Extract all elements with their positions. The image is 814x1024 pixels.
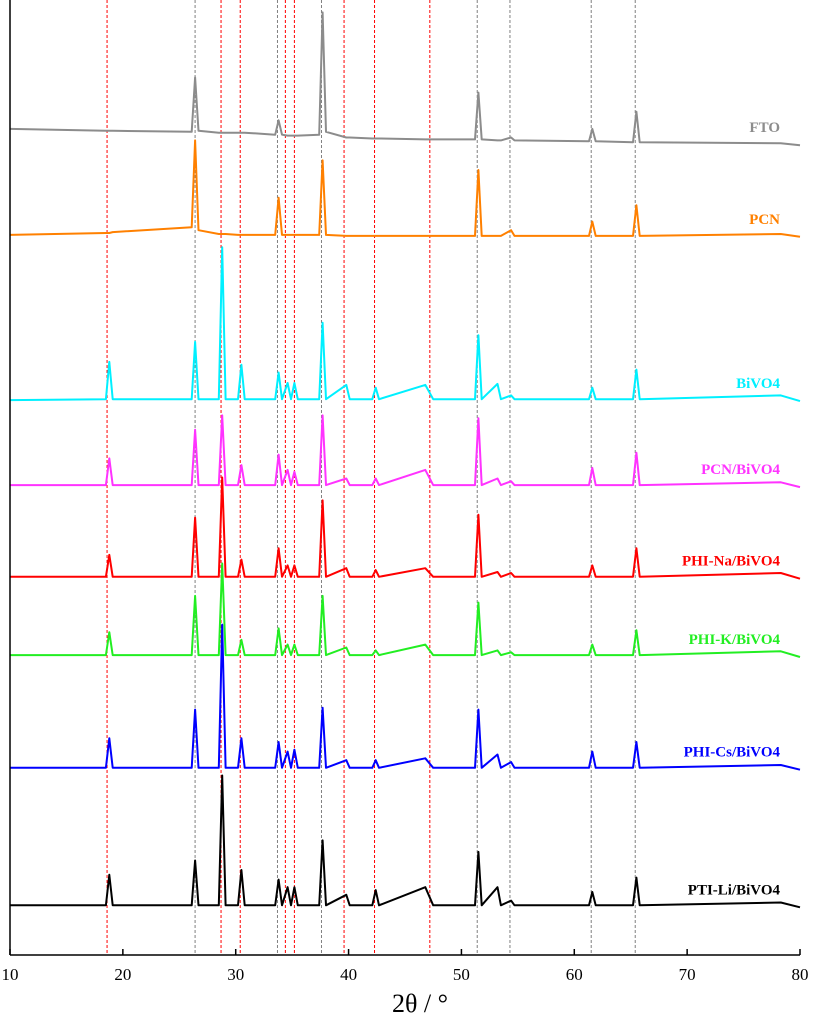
series-line bbox=[9, 139, 801, 238]
series-label: PHI-K/BiVO4 bbox=[689, 632, 781, 648]
x-tick-label: 10 bbox=[2, 965, 19, 984]
x-tick-label: 60 bbox=[566, 965, 583, 984]
x-tick-label: 70 bbox=[679, 965, 696, 984]
series-label: PHI-Cs/BiVO4 bbox=[684, 745, 781, 761]
series-line bbox=[9, 246, 801, 403]
x-tick-label: 30 bbox=[227, 965, 244, 984]
series-line bbox=[10, 414, 801, 489]
x-tick-label: 40 bbox=[340, 965, 357, 984]
x-tick-label: 80 bbox=[792, 965, 809, 984]
series-line bbox=[10, 476, 801, 580]
x-tick-label: 50 bbox=[453, 965, 470, 984]
series-line bbox=[10, 562, 801, 658]
series-label: PCN/BiVO4 bbox=[701, 462, 780, 478]
series-line bbox=[10, 623, 801, 771]
series-label: PTI-Li/BiVO4 bbox=[688, 882, 781, 898]
series-line bbox=[10, 774, 801, 909]
series-label: PHI-Na/BiVO4 bbox=[682, 554, 781, 570]
series-line bbox=[9, 11, 801, 147]
x-tick-label: 20 bbox=[114, 965, 131, 984]
x-axis-label: 2θ / ° bbox=[392, 989, 448, 1018]
series-label: PCN bbox=[749, 212, 780, 228]
series-label: BiVO4 bbox=[736, 376, 780, 392]
series-label: FTO bbox=[749, 120, 780, 136]
